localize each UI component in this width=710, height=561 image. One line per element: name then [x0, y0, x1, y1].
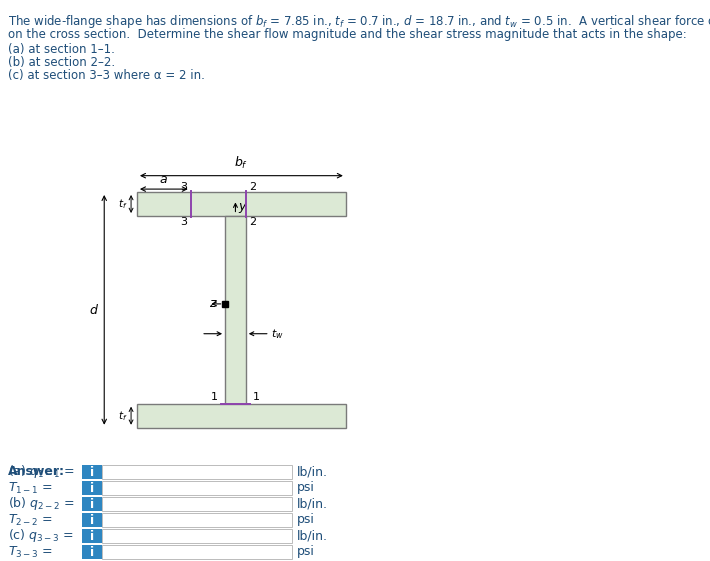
Text: The wide-flange shape has dimensions of $b_f$ = 7.85 in., $t_f$ = 0.7 in., $d$ =: The wide-flange shape has dimensions of … [8, 13, 710, 30]
Bar [102, 513, 292, 527]
Text: on the cross section.  Determine the shear flow magnitude and the shear stress m: on the cross section. Determine the shea… [8, 28, 687, 41]
Text: lb/in.: lb/in. [297, 530, 328, 542]
Text: lb/in.: lb/in. [297, 466, 328, 479]
Text: 3: 3 [180, 218, 187, 227]
Text: psi: psi [297, 481, 315, 494]
Text: (b) $q_{2-2}$ =: (b) $q_{2-2}$ = [8, 495, 75, 513]
Text: i: i [90, 498, 94, 511]
Text: 1: 1 [253, 392, 261, 402]
Text: 3: 3 [180, 182, 187, 192]
Bar [82, 529, 102, 543]
Text: (b) at section 2–2.: (b) at section 2–2. [8, 56, 115, 69]
Bar [102, 545, 292, 559]
Text: Answer:: Answer: [8, 465, 65, 478]
Text: i: i [90, 513, 94, 527]
Text: $b_f$: $b_f$ [234, 155, 248, 171]
Bar [137, 404, 346, 427]
Bar [102, 497, 292, 511]
Text: 2: 2 [249, 218, 256, 227]
Bar [82, 545, 102, 559]
Text: $T_{1-1}$ =: $T_{1-1}$ = [8, 480, 53, 495]
Text: $t_f$: $t_f$ [118, 409, 128, 422]
Text: i: i [90, 481, 94, 494]
Text: 2: 2 [249, 182, 256, 192]
Bar [102, 529, 292, 543]
Text: (a) $q_{1-1}$ =: (a) $q_{1-1}$ = [8, 463, 75, 481]
Text: $t_w$: $t_w$ [271, 327, 284, 341]
Text: $y$: $y$ [238, 201, 248, 215]
Text: i: i [90, 466, 94, 479]
Text: $T_{3-3}$ =: $T_{3-3}$ = [8, 544, 53, 559]
Text: lb/in.: lb/in. [297, 498, 328, 511]
Text: (c) $q_{3-3}$ =: (c) $q_{3-3}$ = [8, 527, 74, 545]
Text: psi: psi [297, 513, 315, 527]
Bar [82, 465, 102, 479]
Text: $z$: $z$ [209, 297, 217, 310]
Bar [82, 513, 102, 527]
Bar [102, 481, 292, 495]
Text: i: i [90, 545, 94, 559]
Text: i: i [90, 530, 94, 542]
Bar [137, 192, 346, 216]
Bar [82, 481, 102, 495]
Bar [102, 465, 292, 479]
Text: (a) at section 1–1.: (a) at section 1–1. [8, 43, 115, 56]
Text: $d$: $d$ [89, 303, 99, 317]
Text: 1: 1 [211, 392, 217, 402]
Text: $t_f$: $t_f$ [118, 197, 128, 211]
Bar [225, 216, 246, 404]
Text: $T_{2-2}$ =: $T_{2-2}$ = [8, 512, 53, 527]
Text: $a$: $a$ [160, 173, 168, 186]
Text: psi: psi [297, 545, 315, 559]
Text: (c) at section 3–3 where α = 2 in.: (c) at section 3–3 where α = 2 in. [8, 69, 205, 82]
Bar [82, 497, 102, 511]
